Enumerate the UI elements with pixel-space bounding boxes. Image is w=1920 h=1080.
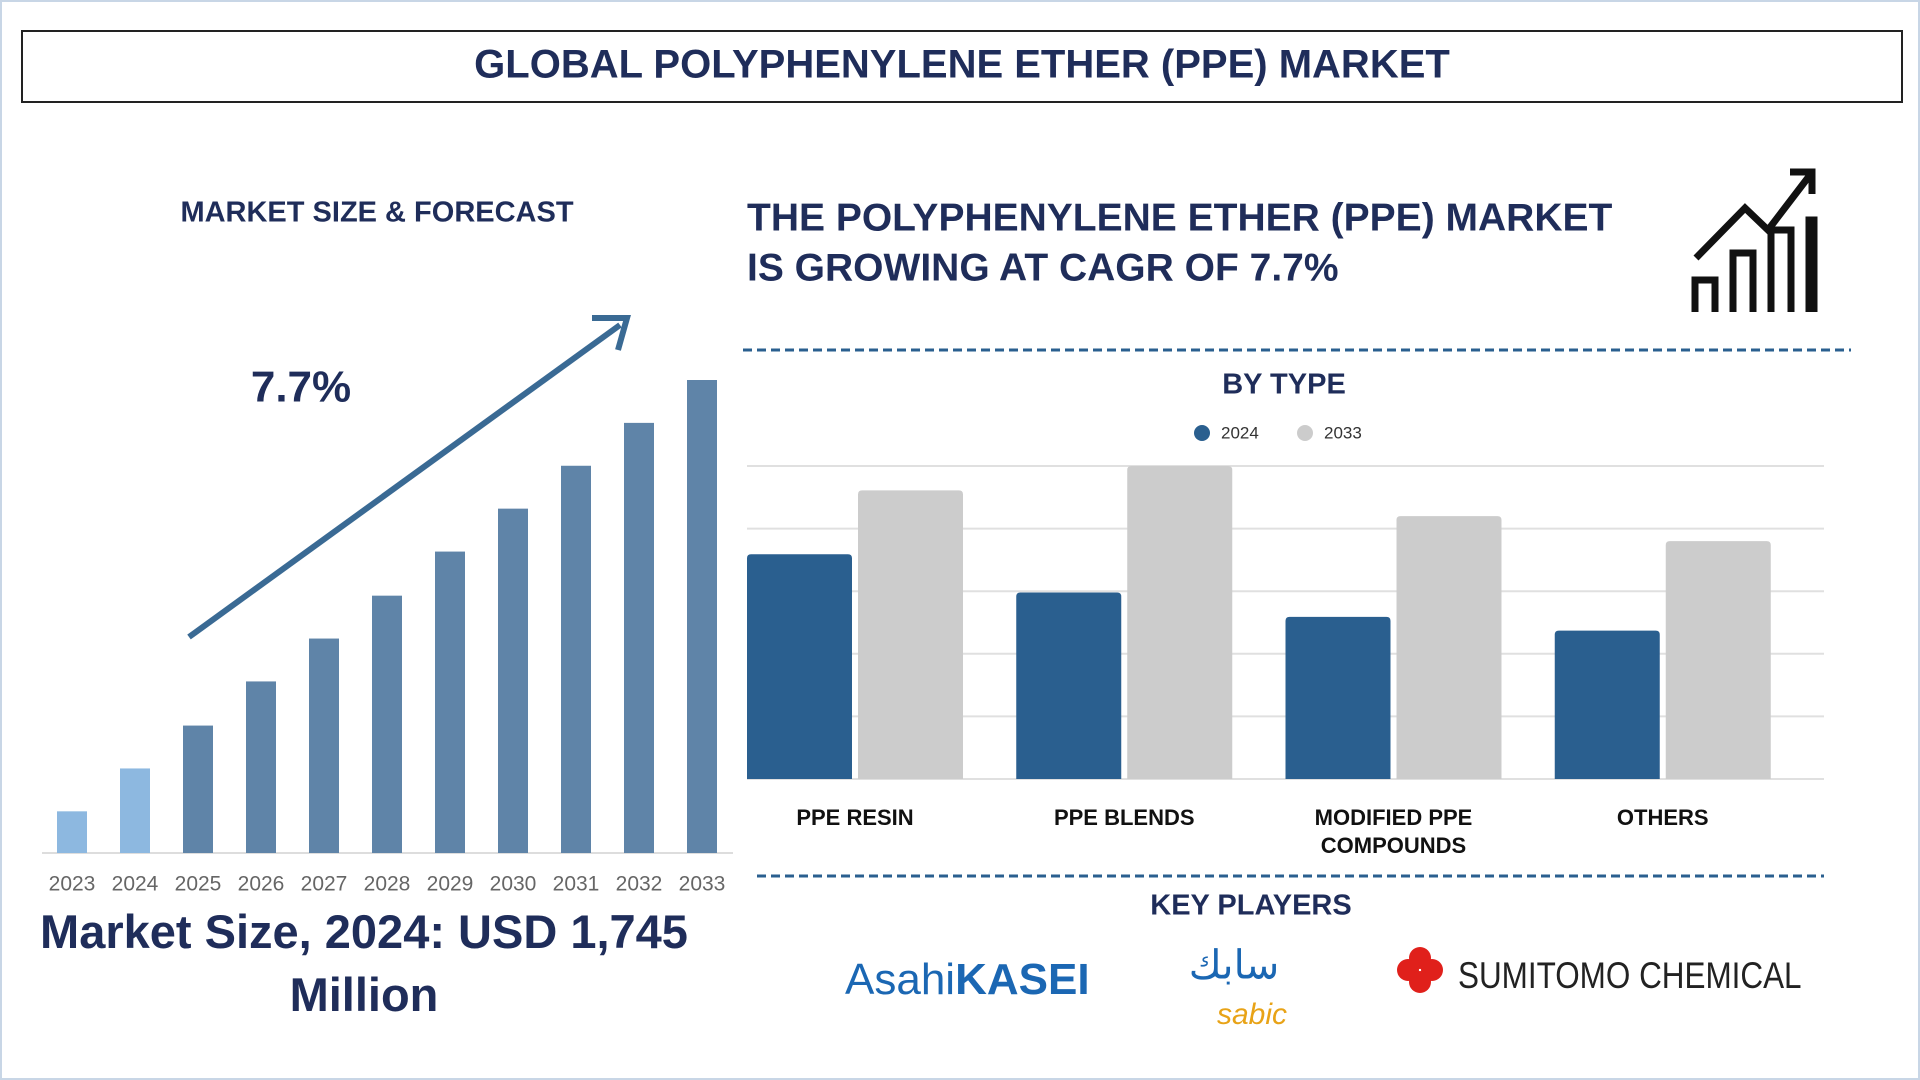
bar xyxy=(57,811,87,853)
bar xyxy=(624,422,654,853)
bar xyxy=(858,490,963,779)
headline: IS GROWING AT CAGR OF 7.7% xyxy=(747,246,1339,289)
bar xyxy=(183,725,213,853)
growth-icon xyxy=(1691,168,1818,312)
x-tick-label: 2028 xyxy=(364,873,411,896)
legend-label: 2024 xyxy=(1221,423,1259,442)
bar xyxy=(246,681,276,853)
bar xyxy=(747,554,852,779)
cagr-label: 7.7% xyxy=(251,363,351,412)
x-tick-label: OTHERS xyxy=(1616,805,1709,830)
x-tick-label: 2033 xyxy=(679,873,726,896)
x-tick-label: 2032 xyxy=(616,873,663,896)
x-tick-label: 2025 xyxy=(175,873,222,896)
x-tick-label: 2030 xyxy=(490,873,537,896)
x-tick-label: 2023 xyxy=(49,873,96,896)
legend-marker xyxy=(1194,425,1210,441)
bar xyxy=(687,380,717,853)
chart-title: BY TYPE xyxy=(1222,369,1346,401)
bar xyxy=(372,595,402,853)
bar xyxy=(498,508,528,853)
bar xyxy=(435,551,465,853)
logo-sumitomo: SUMITOMO CHEMICAL xyxy=(1458,955,1802,996)
title-box xyxy=(21,30,1903,103)
logo-asahi-kasei: AsahiKASEI xyxy=(845,955,1090,1004)
bar xyxy=(1127,466,1233,779)
trend-arrow-head xyxy=(592,315,631,351)
key-players-title: KEY PLAYERS xyxy=(1150,890,1351,922)
bar xyxy=(1665,541,1771,779)
x-tick-label: MODIFIED PPE COMPOUNDS xyxy=(1314,805,1473,858)
bar xyxy=(1285,616,1391,779)
x-tick-label: PPE RESIN xyxy=(796,805,914,830)
legend-marker xyxy=(1297,425,1313,441)
logo-text: Asahi xyxy=(845,955,955,1004)
x-tick-label: 2027 xyxy=(301,873,348,896)
x-tick-label: PPE BLENDS xyxy=(1053,805,1195,830)
logo-mark xyxy=(1397,947,1443,993)
bar xyxy=(309,638,339,853)
title: GLOBAL POLYPHENYLENE ETHER (PPE) MARKET xyxy=(474,43,1450,87)
logo-sabic: sabic xyxy=(1217,998,1287,1031)
bar xyxy=(1554,630,1660,779)
x-tick-label: 2029 xyxy=(427,873,474,896)
trend-arrow xyxy=(187,322,622,640)
bar xyxy=(1396,516,1502,779)
logo-text: KASEI xyxy=(955,955,1089,1004)
logo-sabic-arabic: سابك xyxy=(1189,944,1280,988)
bar xyxy=(1016,592,1122,779)
headline: THE POLYPHENYLENE ETHER (PPE) MARKET xyxy=(747,196,1613,239)
x-tick-label: 2026 xyxy=(238,873,285,896)
x-tick-label: 2024 xyxy=(112,873,159,896)
x-tick-label: 2031 xyxy=(553,873,600,896)
bar xyxy=(561,465,591,853)
bar xyxy=(120,768,150,853)
market-size-text: Market Size, 2024: USD 1,745 Million xyxy=(40,905,688,1021)
section-title: MARKET SIZE & FORECAST xyxy=(180,197,573,229)
legend-label: 2033 xyxy=(1324,423,1362,442)
